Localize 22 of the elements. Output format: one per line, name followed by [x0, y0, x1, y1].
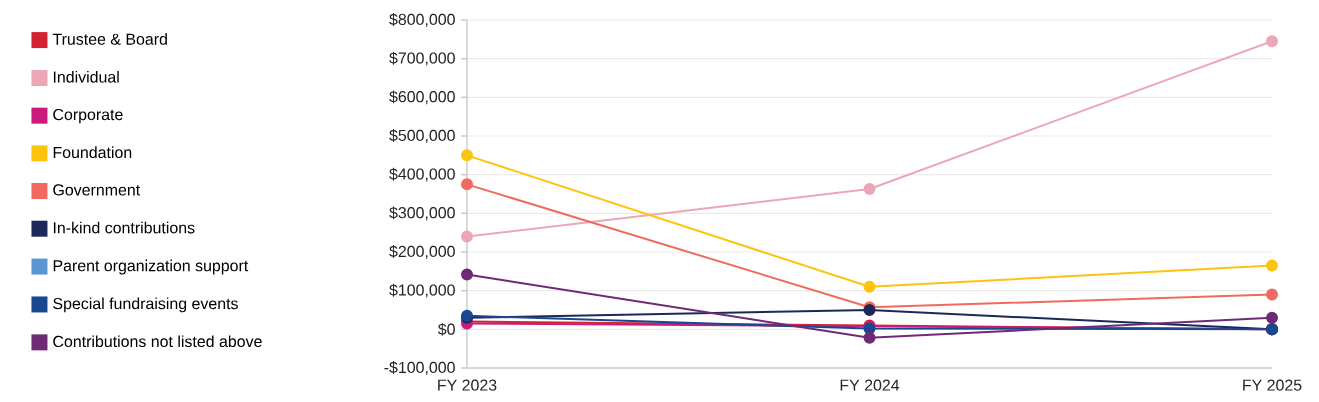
y-tick-label: -$100,000 [384, 361, 455, 375]
legend-label: Trustee & Board [52, 33, 167, 45]
y-tick-label: $100,000 [389, 283, 455, 298]
y-tick-label: $300,000 [389, 206, 455, 221]
y-tick-label: $200,000 [389, 245, 455, 259]
y-tick-label: $600,000 [389, 90, 455, 105]
legend-label: In-kind contributions [53, 221, 195, 234]
legend-label: Contributions not listed above [53, 335, 262, 348]
y-tick-label: $400,000 [389, 167, 455, 182]
y-tick-label: $0 [437, 322, 455, 336]
y-tick-label: $500,000 [389, 129, 455, 143]
x-tick-label: FY 2024 [840, 379, 900, 391]
legend-label: Individual [53, 71, 119, 83]
legend-label: Foundation [53, 146, 132, 159]
legend-label: Parent organization support [53, 259, 249, 275]
legend-label: Special fundraising events [53, 297, 238, 313]
legend-label: Corporate [53, 108, 123, 124]
x-tick-label: FY 2023 [438, 379, 497, 391]
y-tick-label: $800,000 [389, 13, 455, 27]
y-tick-label: $700,000 [389, 51, 455, 66]
x-tick-label: FY 2025 [1243, 379, 1302, 391]
legend-label: Government [53, 184, 141, 196]
